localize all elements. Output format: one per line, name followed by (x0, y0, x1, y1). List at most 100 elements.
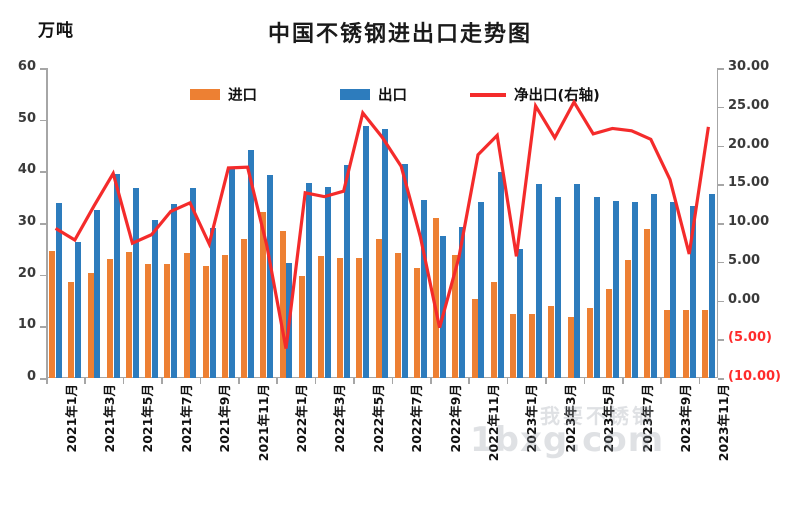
bar-export (535, 183, 543, 378)
left-axis-tick-mark (40, 171, 46, 173)
chart-title: 中国不锈钢进出口走势图 (267, 21, 532, 47)
bar-export (459, 226, 466, 378)
bar-export (305, 183, 312, 378)
bar-export (574, 184, 581, 378)
bar-export (343, 164, 351, 378)
x-axis-tick-mark (161, 378, 163, 384)
bar-export (651, 194, 658, 378)
bar-import (433, 217, 440, 378)
x-axis-label: 2022年7月 (409, 384, 425, 453)
x-axis-tick-mark (698, 378, 701, 384)
bar-import (87, 272, 94, 378)
x-axis-label: 2023年7月 (639, 384, 655, 453)
x-axis-tick-mark (353, 378, 355, 384)
bar-import (68, 281, 75, 378)
bar-import (356, 257, 363, 378)
left-axis-tick-label: 40 (17, 162, 36, 178)
bar-export (439, 235, 447, 378)
left-axis-tick-mark (40, 119, 46, 122)
right-axis-tick-label: 5.00 (728, 252, 761, 268)
x-axis-label: 2023年5月 (601, 384, 617, 453)
x-axis-label: 2021年11月 (255, 384, 271, 462)
legend-item-import[interactable]: 进口 (190, 84, 257, 105)
net-export-polyline (54, 98, 710, 349)
legend-item-net-export[interactable]: 净出口(右轴) (470, 84, 600, 105)
bar-import (106, 259, 113, 378)
legend-label-export: 出口 (378, 88, 407, 104)
right-axis-tick-label: 30.00 (728, 59, 770, 74)
legend-item-export[interactable]: 出口 (340, 84, 407, 105)
left-axis-tick-label: 20 (17, 265, 36, 281)
x-axis-tick-mark (506, 378, 509, 384)
left-axis-tick-mark (40, 274, 46, 277)
bar-export (267, 175, 274, 378)
bar-import (413, 267, 421, 378)
right-axis-tick-mark (718, 106, 724, 109)
bar-export (612, 201, 619, 378)
bar-export (247, 150, 255, 378)
right-axis-tick-label: 15.00 (728, 175, 770, 191)
bar-export (363, 125, 370, 378)
x-axis-tick-mark (276, 378, 278, 384)
bar-import (49, 251, 56, 378)
left-axis-tick-mark (40, 68, 46, 70)
x-axis-tick-mark (46, 378, 48, 384)
bar-import (125, 251, 133, 378)
legend-label-import: 进口 (228, 88, 257, 104)
legend-swatch-net-line-icon (470, 92, 506, 97)
x-axis-tick-mark (391, 378, 394, 384)
x-axis-label: 2022年11月 (486, 384, 501, 462)
x-axis-tick-mark (84, 378, 86, 384)
x-axis-label: 2021年3月 (102, 384, 117, 453)
bar-import (529, 313, 536, 378)
right-axis-tick-label: 10.00 (728, 214, 770, 229)
y-axis-unit-label: 万吨 (38, 21, 74, 41)
bar-import (682, 309, 689, 378)
bar-import (644, 229, 651, 378)
x-axis-tick-mark (238, 378, 240, 384)
bar-import (663, 309, 670, 378)
bar-export (55, 203, 63, 378)
left-axis-tick-label: 10 (17, 317, 36, 333)
bar-export (75, 241, 82, 378)
right-axis-tick-mark (718, 68, 724, 70)
right-axis-tick-mark (718, 145, 724, 147)
plot-area: 0 10 20 30 40 50 60 (10.00) (5.00) 0.00 5.00 10.00… (18, 59, 781, 384)
x-axis-tick-mark (468, 378, 470, 384)
x-axis-tick-mark (199, 378, 202, 384)
bar-series-container (46, 68, 718, 378)
x-axis-label: 2022年9月 (447, 384, 463, 453)
bar-export (689, 205, 696, 378)
bar-export (209, 228, 216, 378)
bar-import (183, 252, 190, 378)
bar-import (260, 212, 267, 378)
x-axis-label: 2023年11月 (716, 384, 732, 462)
bar-export (171, 204, 178, 378)
x-axis-label: 2021年1月 (63, 384, 79, 453)
left-axis-tick-label: 60 (17, 59, 36, 74)
left-axis-tick-mark (40, 326, 46, 328)
bar-export (708, 193, 715, 378)
bar-export (228, 166, 235, 378)
bar-import (337, 258, 344, 378)
x-axis-labels: 2021年1月 2021年3月 2021年5月 2021年7月 2021年9月 2021年… (46, 384, 732, 504)
bar-import (625, 260, 632, 378)
bar-export (132, 187, 139, 378)
right-axis-tick-label: 25.00 (728, 97, 770, 113)
bar-import (394, 252, 401, 378)
left-axis-tick-mark (40, 223, 46, 225)
bar-import (279, 231, 286, 378)
x-axis-tick-mark (660, 378, 662, 384)
bar-import (471, 299, 478, 378)
bar-import (221, 255, 229, 378)
bar-import (202, 265, 209, 378)
x-axis-label: 2021年7月 (178, 384, 194, 453)
left-axis-tick-label: 0 (26, 369, 36, 384)
bar-import (317, 256, 325, 378)
x-axis-tick-mark (122, 378, 125, 384)
bar-import (145, 263, 152, 378)
x-axis-tick-mark (622, 378, 624, 384)
right-axis-tick-mark (718, 300, 724, 302)
bar-export (516, 248, 523, 378)
bar-export (593, 197, 600, 378)
